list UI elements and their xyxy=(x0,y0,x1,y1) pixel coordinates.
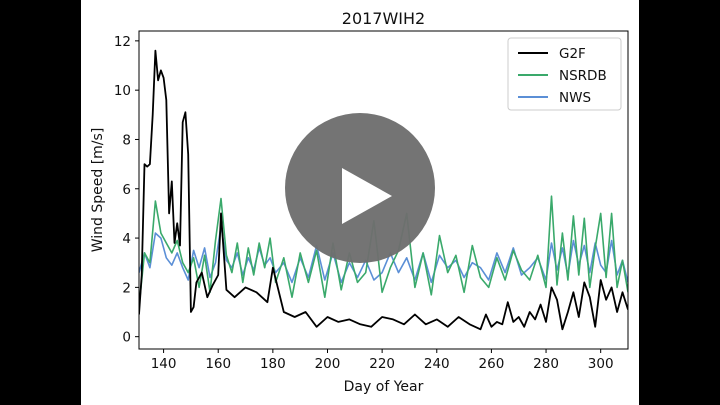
y-tick-label: 12 xyxy=(114,34,131,50)
series-line-g2f xyxy=(139,49,628,331)
y-tick-label: 0 xyxy=(122,330,131,346)
y-tick-label: 4 xyxy=(122,231,131,247)
legend-box xyxy=(507,37,622,111)
x-tick-label: 140 xyxy=(151,356,177,372)
x-axis-label: Day of Year xyxy=(344,379,424,395)
series-line-nws xyxy=(139,224,628,284)
plot-frame xyxy=(138,30,629,350)
y-axis-label: Wind Speed [m/s] xyxy=(90,128,106,253)
legend-label-nws: NWS xyxy=(559,90,591,106)
legend-label-g2f: G2F xyxy=(559,46,586,62)
chart-title: 2017WIH2 xyxy=(342,9,425,28)
play-icon[interactable] xyxy=(342,168,392,224)
y-tick-label: 6 xyxy=(122,182,131,198)
x-tick-label: 300 xyxy=(588,356,614,372)
y-tick-label: 10 xyxy=(114,83,131,99)
legend: G2F NSRDB NWS xyxy=(507,37,622,111)
y-tick-label: 8 xyxy=(122,132,131,148)
ticks-layer: 140 160 180 200 220 240 260 280 300 0 2 4 6 8 10 12 xyxy=(114,34,614,372)
x-tick-label: 260 xyxy=(479,356,505,372)
x-tick-label: 160 xyxy=(205,356,231,372)
x-tick-label: 180 xyxy=(260,356,286,372)
x-tick-label: 220 xyxy=(369,356,395,372)
play-button[interactable] xyxy=(285,113,435,263)
x-tick-label: 280 xyxy=(533,356,559,372)
x-tick-label: 240 xyxy=(424,356,450,372)
legend-label-nsrdb: NSRDB xyxy=(559,68,607,84)
x-tick-label: 200 xyxy=(315,356,341,372)
y-tick-label: 2 xyxy=(122,280,131,296)
